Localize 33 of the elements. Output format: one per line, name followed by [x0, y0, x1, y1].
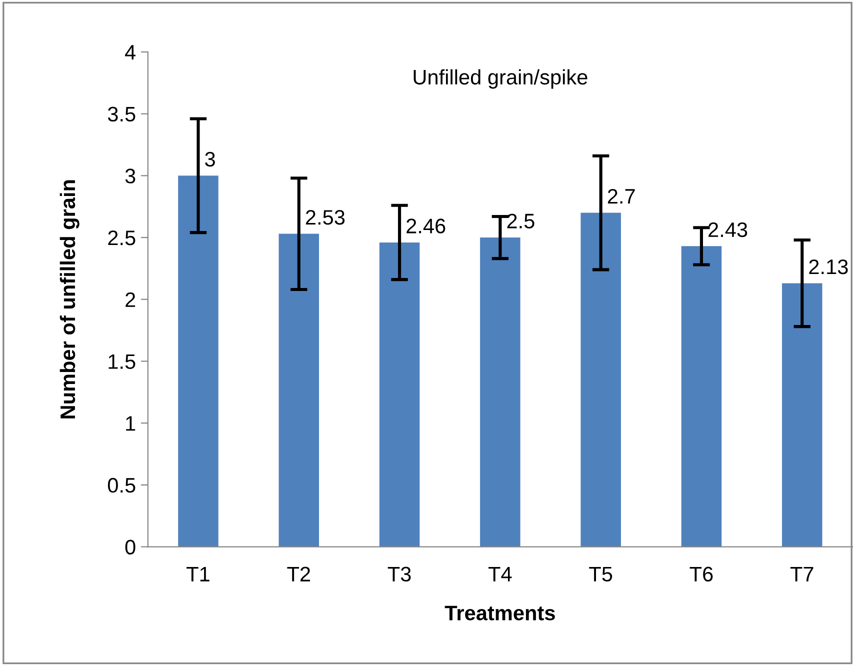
x-tick-label: T7 [790, 566, 814, 582]
data-label: 2.7 [608, 188, 635, 204]
bar [379, 242, 420, 547]
x-axis-title: Treatments [444, 606, 555, 620]
bar [580, 212, 621, 547]
y-tick-label: 1 [126, 416, 136, 431]
y-axis-title: Number of unfilled grain [60, 180, 80, 418]
x-tick-label: T1 [186, 566, 210, 582]
data-label: 3 [205, 152, 215, 167]
data-label: 2.53 [306, 210, 345, 225]
bar [178, 176, 218, 547]
y-tick-label: 3.5 [108, 106, 136, 122]
bar [681, 246, 722, 547]
data-label: 2.46 [406, 218, 446, 234]
text: Unfilled grain/spike [414, 69, 588, 89]
x-tick-label: T3 [388, 566, 411, 582]
x-tick-label: T2 [287, 566, 310, 582]
y-tick-label: 3 [125, 168, 136, 184]
x-tick-label: T5 [589, 566, 612, 582]
y-tick-label: 1.5 [108, 354, 136, 369]
y-tick-label: 0.5 [108, 478, 136, 493]
x-tick-label: T4 [488, 566, 512, 582]
x-tick-label: T6 [690, 566, 713, 582]
data-label: 2.5 [507, 214, 534, 228]
bar [278, 234, 320, 547]
y-tick-label: 4 [125, 45, 136, 60]
bar [480, 238, 520, 547]
bar [782, 283, 822, 547]
y-tick-label: 2.5 [108, 230, 136, 246]
y-tick-label: 0 [125, 540, 136, 555]
data-label: 2.13 [809, 259, 848, 274]
data-label: 2.43 [708, 222, 748, 238]
y-tick-label: 2 [126, 292, 136, 307]
